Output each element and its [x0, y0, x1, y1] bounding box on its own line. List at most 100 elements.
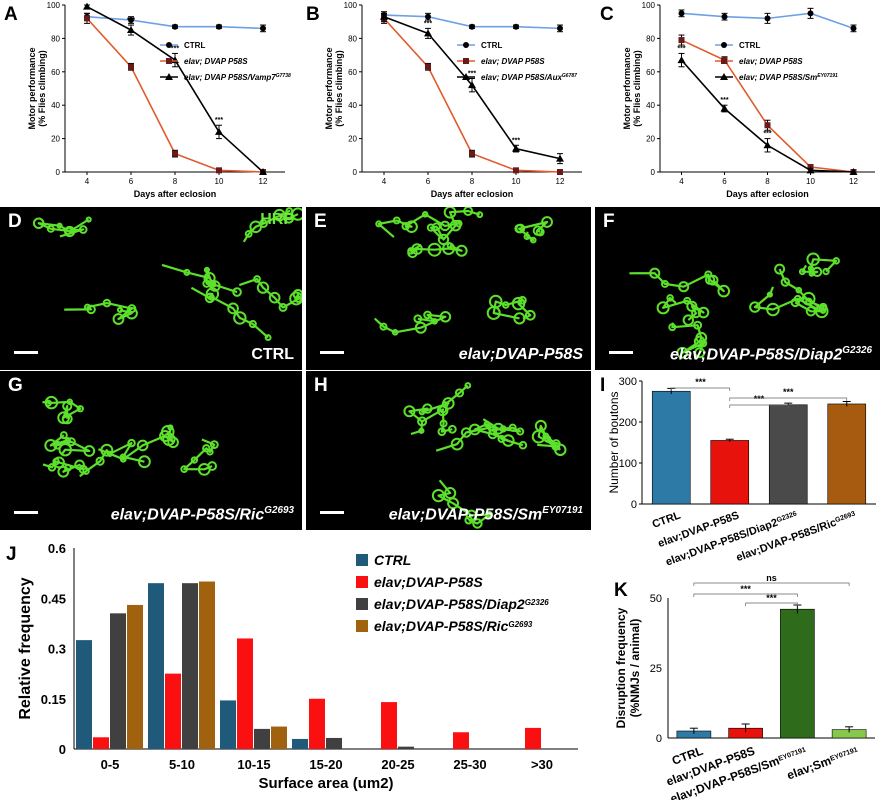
- neuron-image: [403, 382, 567, 529]
- bar: [93, 737, 109, 749]
- legend-label: elav; DVAP P58S/AuxG6787: [481, 73, 577, 82]
- bouton: [268, 291, 281, 304]
- bar: [182, 583, 198, 749]
- neuron-image: [42, 395, 219, 478]
- bouton: [76, 405, 84, 413]
- scale-bar: [320, 511, 344, 514]
- axon-branch: [377, 213, 459, 238]
- bouton: [244, 230, 253, 238]
- bouton: [717, 284, 731, 298]
- axon-branch: [662, 296, 705, 321]
- data-point: [557, 25, 563, 32]
- x-tick-label: 12: [849, 177, 858, 186]
- y-tick-label: 0.45: [41, 591, 66, 606]
- bar: [398, 746, 414, 749]
- bouton: [554, 443, 567, 457]
- data-point: [172, 23, 178, 30]
- category-label: 5-10: [169, 757, 195, 772]
- data-point: [260, 25, 266, 32]
- legend-label: elav; DVAP P58S: [184, 57, 248, 66]
- x-tick-label: 4: [679, 177, 684, 186]
- y-tick-label: 20: [348, 135, 357, 144]
- significance-label: ***: [754, 394, 765, 404]
- legend-label: CTRL: [481, 41, 502, 50]
- x-tick-label: 10: [806, 177, 815, 186]
- genotype-label: elav;DVAP-P58S/SmEY07191: [388, 504, 583, 523]
- y-axis-label: (% Flies climbing): [37, 50, 47, 127]
- category-label: CTRL: [651, 509, 683, 530]
- data-point: [425, 63, 431, 70]
- legend-swatch: [356, 620, 368, 632]
- data-point: [171, 56, 179, 64]
- bar: [768, 404, 808, 505]
- bouton: [780, 277, 791, 287]
- bouton: [278, 303, 288, 312]
- bouton: [264, 334, 272, 342]
- axon-branch: [49, 434, 91, 455]
- axon-branch: [492, 299, 532, 320]
- axon-branch: [37, 218, 90, 238]
- axon-branch: [482, 418, 524, 447]
- axon-branch: [409, 243, 463, 254]
- bouton: [450, 437, 464, 451]
- data-point: [215, 127, 223, 135]
- bouton: [774, 263, 786, 275]
- y-tick-label: 60: [51, 68, 60, 77]
- bar: [710, 440, 750, 505]
- axon-branch: [183, 438, 216, 471]
- bouton: [707, 274, 719, 286]
- significance-bracket: [729, 397, 848, 401]
- axon-branch: [517, 220, 549, 242]
- data-point: [380, 12, 388, 20]
- bouton: [291, 207, 302, 221]
- significance-bracket: [745, 602, 798, 606]
- genotype-label: elav;DVAP-P58S/RicG2693: [110, 504, 294, 523]
- bouton: [437, 233, 450, 246]
- x-tick-label: 12: [556, 177, 565, 186]
- significance-bracket: [670, 387, 731, 391]
- genotype-label: elav;DVAP-P58S/Diap2G2326: [670, 344, 872, 363]
- data-point: [806, 166, 815, 174]
- data-point: [83, 2, 91, 10]
- micrograph-h: H elav;DVAP-P58S/SmEY07191: [306, 371, 591, 530]
- data-point: [259, 168, 267, 175]
- axon-branch: [437, 479, 491, 525]
- y-tick-label: 80: [348, 34, 357, 43]
- significance-label: ***: [512, 137, 520, 144]
- significance-bracket: [693, 593, 798, 597]
- y-tick-label: 0.15: [41, 692, 66, 707]
- category-label: 20-25: [381, 757, 414, 772]
- y-tick-label: 20: [51, 135, 60, 144]
- y-tick-label: 20: [646, 135, 655, 144]
- bouton: [232, 287, 242, 297]
- bouton: [95, 456, 105, 466]
- scale-bar: [320, 351, 344, 354]
- axon-branch: [408, 384, 469, 423]
- axon-branch: [753, 286, 823, 313]
- bouton: [421, 211, 429, 218]
- significance-label: ***: [677, 45, 685, 52]
- data-point: [469, 150, 475, 157]
- bouton: [59, 431, 68, 440]
- x-tick-label: 8: [173, 177, 178, 186]
- axon-branch: [42, 400, 82, 419]
- x-axis-label: Days after eclosion: [726, 189, 809, 199]
- x-tick-label: 8: [765, 177, 770, 186]
- category-label: 25-30: [453, 757, 486, 772]
- axon-branch: [238, 277, 300, 309]
- bar: [127, 604, 143, 749]
- legend-label: CTRL: [184, 41, 205, 50]
- scale-bar: [14, 351, 38, 354]
- bouton: [289, 291, 302, 306]
- bouton: [666, 294, 674, 302]
- bar: [165, 673, 181, 749]
- bar: [220, 700, 236, 749]
- y-tick-label: 60: [348, 68, 357, 77]
- bar: [76, 640, 92, 749]
- data-point: [424, 29, 432, 37]
- legend-label: CTRL: [739, 41, 760, 50]
- data-point: [172, 150, 178, 157]
- bar: [780, 608, 815, 739]
- data-point: [678, 37, 685, 44]
